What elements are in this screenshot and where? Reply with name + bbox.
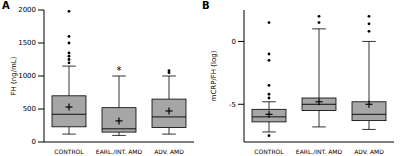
svg-text:1500: 1500 xyxy=(18,39,36,47)
svg-text:0: 0 xyxy=(32,138,36,146)
svg-text:EARL./INT. AMD: EARL./INT. AMD xyxy=(296,148,343,155)
html-text:A: A xyxy=(2,0,10,11)
svg-text:0: 0 xyxy=(232,38,236,46)
svg-text:CONTROL: CONTROL xyxy=(254,148,284,155)
html-text:B: B xyxy=(202,0,210,11)
svg-text:500: 500 xyxy=(23,105,36,113)
svg-text:2000: 2000 xyxy=(18,6,36,14)
svg-text:ADV. AMD: ADV. AMD xyxy=(354,148,384,155)
svg-text:EARL./INT. AMD: EARL./INT. AMD xyxy=(96,148,143,155)
svg-text:*: * xyxy=(117,65,122,76)
svg-text:CONTROL: CONTROL xyxy=(54,148,84,155)
svg-text:ADV. AMD: ADV. AMD xyxy=(154,148,184,155)
svg-text:1000: 1000 xyxy=(18,72,36,80)
svg-text:-5: -5 xyxy=(229,101,236,109)
svg-text:FH (ng/mL): FH (ng/mL) xyxy=(10,56,18,95)
svg-text:mCRP/FH (log): mCRP/FH (log) xyxy=(210,50,218,101)
